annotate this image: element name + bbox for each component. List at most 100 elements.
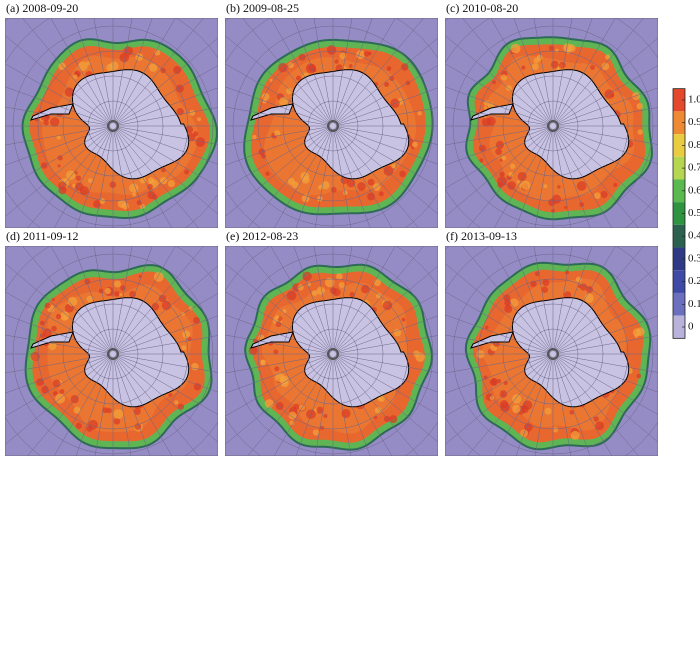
ice-speckle bbox=[548, 45, 555, 51]
ice-speckle bbox=[193, 316, 200, 324]
meridian-line bbox=[554, 246, 644, 352]
ice-speckle bbox=[373, 278, 381, 287]
ice-speckle bbox=[273, 130, 281, 137]
ice-speckle bbox=[41, 385, 49, 394]
ice-speckle bbox=[594, 192, 601, 199]
meridian-line bbox=[555, 65, 658, 125]
meridian-line bbox=[115, 293, 218, 353]
meridian-line bbox=[5, 355, 111, 417]
ice-speckle bbox=[483, 375, 488, 380]
meridian-line bbox=[445, 354, 551, 394]
ice-speckle bbox=[286, 87, 293, 95]
ice-speckle bbox=[386, 66, 392, 71]
meridian-line bbox=[5, 127, 111, 217]
colorbar-tick-label: 0 bbox=[688, 321, 694, 333]
colorbar-segment bbox=[673, 224, 685, 248]
ice-speckle bbox=[393, 328, 402, 337]
ice-speckle bbox=[521, 405, 529, 414]
meridian-line bbox=[115, 127, 218, 215]
meridian-line bbox=[313, 18, 333, 124]
ice-speckle bbox=[512, 394, 522, 404]
ice-speckle bbox=[39, 320, 45, 326]
ice-speckle bbox=[636, 373, 642, 379]
meridian-line bbox=[5, 35, 111, 125]
ice-speckle bbox=[563, 291, 572, 299]
meridian-line bbox=[5, 354, 111, 374]
ice-speckle bbox=[36, 378, 44, 386]
ice-speckle bbox=[605, 54, 611, 60]
ice-speckle bbox=[51, 297, 55, 302]
meridian-line bbox=[553, 18, 593, 124]
ice-speckle bbox=[330, 186, 337, 193]
ice-speckle bbox=[634, 333, 639, 338]
colorbar-tick-label: 1.0 bbox=[688, 94, 700, 106]
ice-speckle bbox=[279, 96, 288, 106]
meridian-line bbox=[335, 37, 438, 125]
ice-speckle bbox=[508, 172, 514, 177]
ice-speckle bbox=[378, 191, 384, 197]
ice-speckle bbox=[58, 186, 67, 195]
meridian-line bbox=[555, 293, 658, 353]
ice-speckle bbox=[552, 427, 559, 433]
meridian-line bbox=[335, 127, 438, 215]
ice-speckle bbox=[584, 293, 594, 303]
ice-speckle bbox=[507, 181, 516, 190]
meridian-line bbox=[445, 127, 551, 189]
ice-speckle bbox=[501, 155, 507, 161]
ice-speckle bbox=[119, 292, 123, 296]
ice-speckle bbox=[160, 167, 166, 173]
ice-speckle bbox=[252, 134, 257, 140]
meridian-line bbox=[554, 128, 639, 228]
continent bbox=[72, 297, 190, 408]
ice-speckle bbox=[485, 325, 489, 330]
meridian-line bbox=[94, 356, 113, 456]
ice-speckle bbox=[590, 65, 595, 70]
meridian-line bbox=[225, 263, 331, 353]
map-panel bbox=[225, 18, 438, 228]
meridian-line bbox=[333, 18, 373, 124]
meridian-line bbox=[273, 128, 332, 228]
meridian-line bbox=[555, 355, 658, 443]
ice-speckle bbox=[187, 336, 192, 342]
ice-speckle bbox=[542, 279, 550, 287]
meridian-line bbox=[555, 127, 658, 187]
ice-speckle bbox=[62, 315, 68, 320]
meridian-line bbox=[334, 356, 393, 456]
colorbar-frame bbox=[672, 88, 686, 339]
ice-speckle bbox=[632, 92, 641, 100]
ice-speckle bbox=[151, 302, 160, 311]
meridian-line bbox=[335, 355, 438, 415]
meridian-line bbox=[5, 86, 111, 126]
meridian-line bbox=[270, 18, 332, 124]
meridian-line bbox=[225, 355, 331, 417]
ice-speckle bbox=[132, 192, 137, 197]
ice-speckle bbox=[391, 163, 396, 169]
ice-speckle bbox=[104, 287, 111, 295]
meridian-line bbox=[225, 106, 331, 126]
meridian-line bbox=[333, 246, 353, 352]
ice-speckle bbox=[275, 372, 285, 383]
meridian-line bbox=[513, 246, 553, 352]
ice-speckle bbox=[187, 133, 196, 142]
meridian-line bbox=[335, 354, 438, 373]
ice-speckle bbox=[189, 109, 196, 116]
meridian-line bbox=[115, 126, 218, 165]
ice-speckle bbox=[273, 349, 279, 355]
meridian-line bbox=[554, 18, 616, 124]
meridian-line bbox=[242, 246, 332, 352]
map-panel bbox=[225, 246, 438, 456]
ice-speckle bbox=[489, 377, 498, 386]
ice-speckle bbox=[102, 407, 109, 414]
ice-speckle bbox=[300, 171, 310, 181]
ice-speckle bbox=[168, 392, 173, 397]
ice-speckle bbox=[530, 280, 537, 288]
colorbar-segment bbox=[673, 270, 685, 293]
ice-speckle bbox=[575, 276, 582, 283]
meridian-line bbox=[53, 356, 112, 456]
ice-speckle bbox=[357, 182, 366, 191]
meridian-line bbox=[533, 246, 553, 352]
ice-speckle bbox=[479, 158, 484, 163]
ice-speckle bbox=[500, 400, 509, 409]
ice-speckle bbox=[483, 106, 488, 110]
ice-speckle bbox=[78, 61, 88, 71]
